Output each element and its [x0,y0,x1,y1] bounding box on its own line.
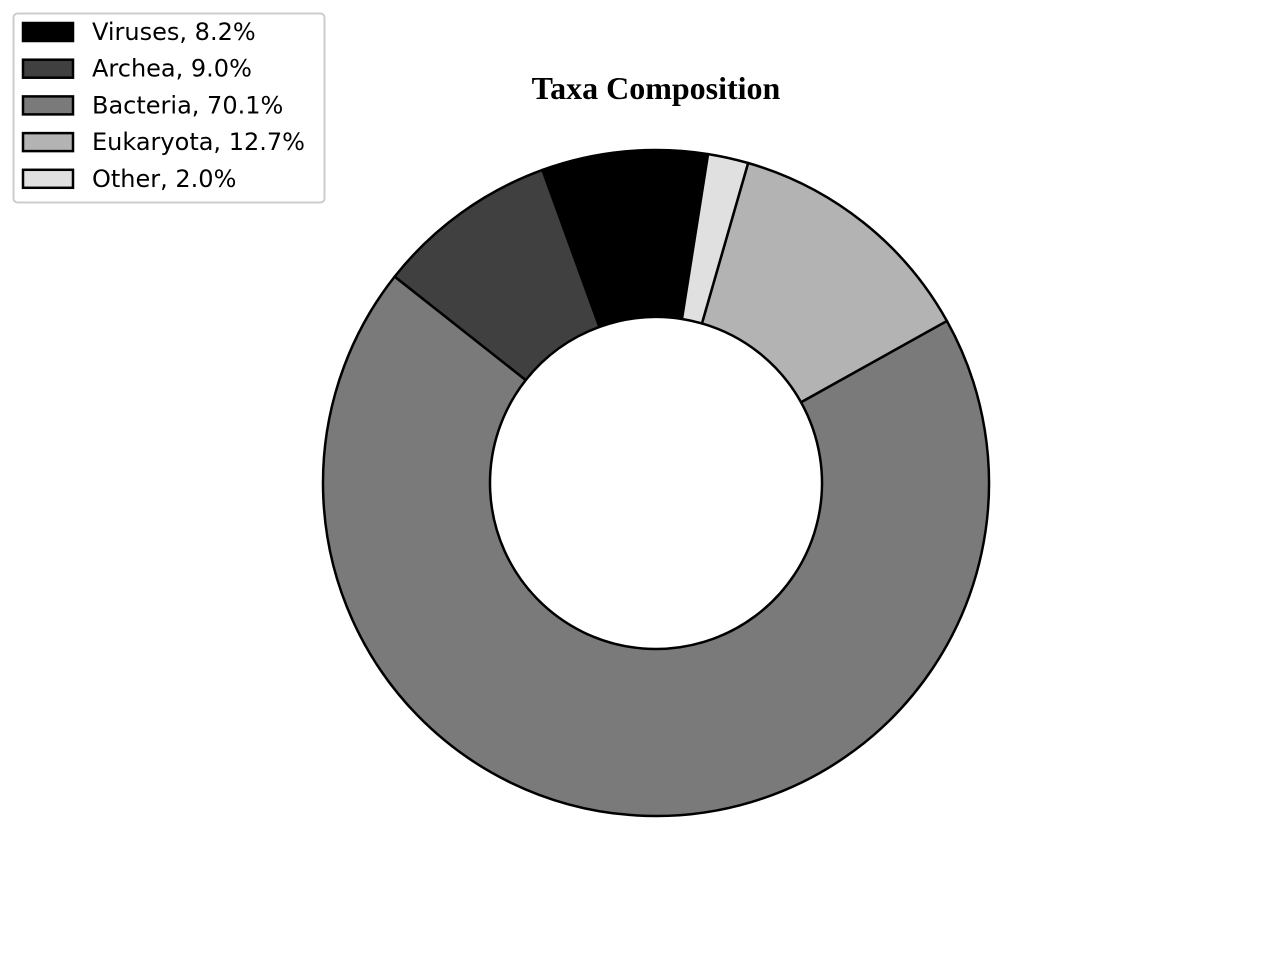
legend-swatch-bacteria [21,95,75,116]
legend-swatch-archea [21,58,75,79]
legend-item-other: Other, 2.0% [21,165,236,193]
legend-item-bacteria: Bacteria, 70.1% [21,91,283,119]
legend-label-bacteria: Bacteria, 70.1% [92,91,283,119]
legend: Viruses, 8.2% Archea, 9.0% Bacteria, 70.1%… [12,12,326,204]
legend-label-archea: Archea, 9.0% [92,55,252,83]
slice-other [680,152,750,325]
legend-label-viruses: Viruses, 8.2% [92,18,256,46]
legend-frame [12,12,326,204]
legend-swatch-viruses [21,21,75,43]
legend-item-eukaryota: Eukaryota, 12.7% [21,128,305,156]
legend-item-archea: Archea, 9.0% [21,55,252,83]
legend-swatch-eukaryota [21,131,75,153]
legend-item-viruses: Viruses, 8.2% [21,18,256,46]
legend-swatch-other [21,168,75,190]
slice-eukaryota [700,161,949,404]
legend-items: Viruses, 8.2% Archea, 9.0% Bacteria, 70.1%… [21,18,305,193]
slice-bacteria [321,275,991,818]
donut-slices [321,148,991,818]
legend-label-eukaryota: Eukaryota, 12.7% [92,128,305,156]
chart-title: Taxa Composition [532,70,781,106]
legend-label-other: Other, 2.0% [92,165,236,193]
